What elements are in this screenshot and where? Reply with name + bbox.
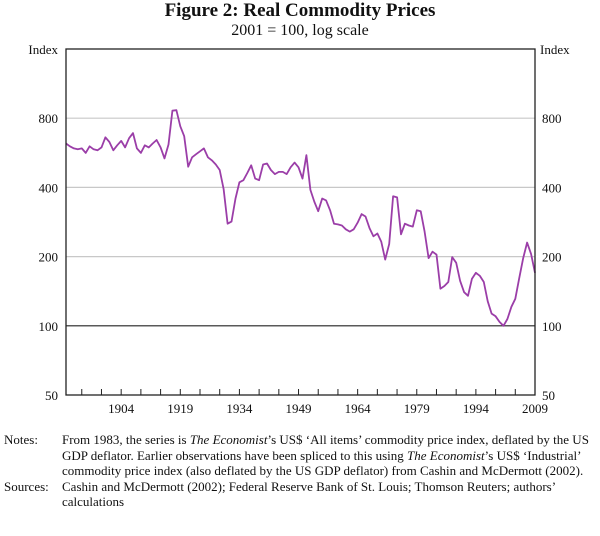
y-tick-label-right: 400 [542, 180, 562, 195]
y-tick-label-right: 200 [542, 250, 562, 265]
notes-text-part: ’s US$ ‘All items’ commodity price index… [62, 432, 589, 463]
y-tick-label-left: 800 [39, 111, 59, 126]
gridlines [66, 117, 535, 258]
x-tick-label: 1934 [226, 401, 253, 416]
x-tick-label: 1904 [108, 401, 135, 416]
series-layer [65, 109, 536, 327]
notes-label: Notes: [4, 432, 38, 447]
series-line-real-commodity-prices [65, 109, 536, 327]
y-axis-label-right: Index [540, 42, 570, 57]
y-tick-labels: 50 50 100 100 200 200 400 400 800 800 [39, 111, 562, 403]
x-tick-label: 1949 [286, 401, 312, 416]
notes-text-part: ’s US$ ‘Industrial’ commodity price inde… [62, 447, 584, 479]
y-tick-label-left: 400 [39, 180, 59, 195]
x-tick-label: 2009 [522, 401, 548, 416]
x-tick-label: 1964 [345, 401, 372, 416]
x-ticks [81, 389, 536, 395]
y-tick-label-right: 800 [542, 111, 562, 126]
sources-label: Sources: [4, 478, 49, 494]
chart-subtitle: 2001 = 100, log scale [231, 22, 369, 39]
x-tick-label: 1994 [463, 401, 490, 416]
x-tick-labels: 1904 1919 1934 1949 1964 1979 1994 2009 [108, 401, 548, 416]
y-tick-label-left: 50 [45, 388, 58, 403]
y-tick-label-left: 200 [39, 250, 59, 265]
y-axis-label-left: Index [28, 42, 58, 57]
x-tick-label: 1979 [404, 401, 430, 416]
x-tick-label: 1919 [167, 401, 193, 416]
chart-canvas: 50 50 100 100 200 200 400 400 800 800 1904 1919 193… [28, 42, 570, 416]
y-tick-label-left: 100 [39, 319, 59, 334]
notes-row: Notes: From 1983, the series is The Econ… [4, 432, 596, 479]
plot-frame [65, 48, 536, 396]
notes-block: Notes: From 1983, the series is The Econ… [4, 432, 596, 510]
sources-row: Sources: Cashin and McDermott (2002); Fe… [4, 479, 596, 510]
notes-publication-name: The Economist [407, 447, 485, 463]
chart-title: Figure 2: Real Commodity Prices [164, 0, 436, 21]
notes-text-part: From 1983, the series is [62, 432, 190, 447]
notes-publication-name: The Economist [189, 432, 268, 447]
y-tick-label-right: 100 [542, 319, 562, 334]
sources-text: Cashin and McDermott (2002); Federal Res… [62, 478, 556, 510]
y-tick-label-right: 50 [542, 388, 555, 403]
notes-text: From 1983, the series is The Economist’s… [62, 432, 596, 479]
